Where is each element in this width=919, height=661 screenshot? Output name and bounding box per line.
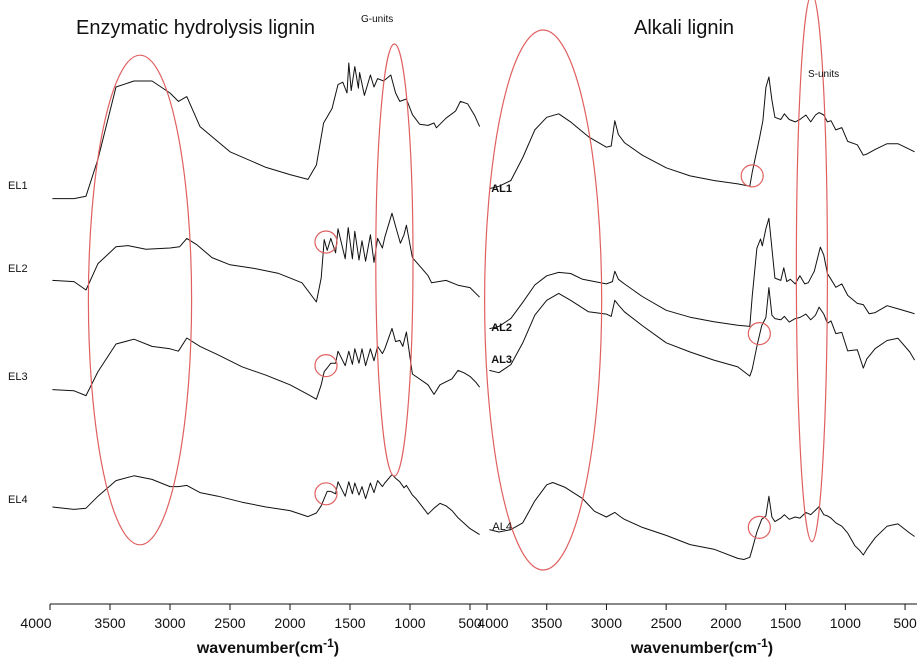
- trace-label-al2: AL2: [491, 322, 512, 334]
- x-tick-label: 1500: [770, 615, 801, 631]
- highlight-circle-al3: [747, 322, 771, 346]
- x-tick-label: 3000: [154, 615, 185, 631]
- highlight-ellipse: [375, 43, 414, 477]
- spectrum-el1: [52, 62, 481, 200]
- x-axis-ticks-enzymatic: 4000 3500 3000 2500 2000 1500 1000 500: [20, 604, 482, 631]
- highlight-ellipse: [87, 54, 193, 546]
- spectrum-al1: [489, 76, 915, 190]
- band-note-g-units: G-units: [361, 14, 393, 25]
- spectrum-el3: [52, 327, 480, 400]
- trace-label-al3: AL3: [491, 354, 512, 366]
- x-tick-label: 500: [893, 615, 917, 631]
- x-tick-label: 1500: [334, 615, 365, 631]
- x-tick-label: 3000: [591, 615, 622, 631]
- trace-label-al1: AL1: [491, 183, 512, 195]
- band-note-s-units: S-units: [808, 69, 839, 80]
- x-tick-label: 2000: [710, 615, 741, 631]
- panel-title-enzymatic: Enzymatic hydrolysis lignin: [76, 17, 315, 39]
- panel-alkali: Alkali lignin AL1 AL2 AL3 AL4 S-units 4000 3…: [477, 0, 917, 657]
- trace-label-el4: EL4: [8, 494, 28, 506]
- x-tick-label: 2000: [274, 615, 305, 631]
- x-tick-label: 4000: [477, 615, 508, 631]
- trace-label-al4: AL4: [492, 521, 512, 533]
- highlight-circle-el2: [314, 230, 338, 254]
- panel-title-alkali: Alkali lignin: [634, 17, 734, 39]
- x-axis-ticks-alkali: 4000 3500 3000 2500 2000 1500 1000 500: [477, 604, 917, 631]
- x-axis-title-alkali: wavenumber(cm-1): [630, 636, 773, 657]
- highlight-circle-el3: [314, 354, 338, 378]
- x-tick-label: 500: [458, 615, 482, 631]
- x-tick-label: 2500: [651, 615, 682, 631]
- highlight-circle-al1: [740, 164, 764, 188]
- spectrum-el4: [52, 474, 480, 536]
- x-tick-label: 1000: [830, 615, 861, 631]
- highlight-circle-al4: [747, 515, 771, 539]
- spectrum-al3: [489, 287, 916, 377]
- trace-label-el3: EL3: [8, 371, 28, 383]
- x-tick-label: 3500: [94, 615, 125, 631]
- trace-label-el1: EL1: [8, 180, 28, 192]
- trace-label-el2: EL2: [8, 263, 28, 275]
- highlight-circle-el4: [314, 482, 338, 506]
- x-tick-label: 2500: [214, 615, 245, 631]
- x-axis-title-enzymatic: wavenumber(cm-1): [196, 636, 339, 657]
- spectrum-al2: [489, 217, 915, 330]
- x-tick-label: 4000: [20, 615, 51, 631]
- highlight-ellipse: [484, 29, 603, 571]
- highlight-ellipse: [795, 0, 829, 543]
- x-tick-label: 3500: [531, 615, 562, 631]
- x-tick-label: 1000: [394, 615, 425, 631]
- panel-enzymatic: Enzymatic hydrolysis lignin EL1 EL2 EL3 EL4…: [8, 14, 486, 657]
- spectrum-al4: [489, 482, 915, 560]
- spectrum-el2: [52, 212, 480, 303]
